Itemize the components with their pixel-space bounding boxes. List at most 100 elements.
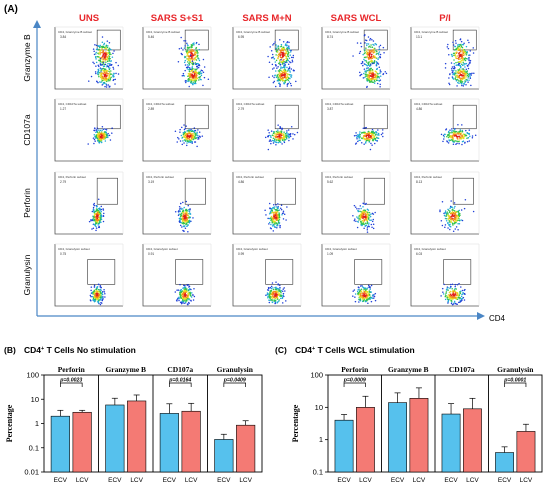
flow-event-dot bbox=[183, 290, 185, 293]
flow-event-dot bbox=[103, 55, 105, 57]
flow-event-dot bbox=[360, 73, 363, 76]
flow-event-dot bbox=[464, 81, 466, 84]
flow-event-dot bbox=[275, 216, 277, 219]
flow-event-dot bbox=[372, 223, 375, 225]
flow-event-dot bbox=[97, 71, 99, 74]
flow-event-dot bbox=[280, 45, 283, 47]
flow-event-dot bbox=[281, 51, 284, 54]
flow-event-dot bbox=[361, 60, 364, 63]
flow-event-dot bbox=[286, 206, 288, 208]
flow-event-dot bbox=[367, 302, 369, 304]
flow-event-dot bbox=[270, 136, 272, 139]
flow-event-dot bbox=[371, 68, 374, 71]
flow-event-dot bbox=[467, 77, 469, 79]
flow-event-dot bbox=[293, 133, 296, 136]
flow-event-dot bbox=[366, 44, 368, 47]
flow-event-dot bbox=[444, 67, 447, 69]
flow-event-dot bbox=[102, 53, 104, 55]
flow-event-dot bbox=[272, 230, 275, 232]
flow-event-dot bbox=[455, 218, 458, 220]
flow-event-dot bbox=[185, 219, 187, 222]
flow-event-dot bbox=[279, 127, 281, 129]
flow-event-dot bbox=[365, 139, 368, 142]
flow-event-dot bbox=[88, 220, 91, 223]
flow-event-dot bbox=[472, 52, 475, 54]
gate-box bbox=[96, 104, 121, 130]
flow-event-dot bbox=[188, 68, 190, 71]
flow-event-dot bbox=[93, 129, 96, 132]
flow-event-dot bbox=[105, 78, 108, 80]
flow-event-dot bbox=[95, 53, 97, 55]
flow-event-dot bbox=[380, 71, 382, 73]
flow-event-dot bbox=[275, 212, 277, 214]
flow-event-dot bbox=[373, 44, 375, 46]
flow-event-dot bbox=[103, 42, 106, 45]
flow-event-dot bbox=[97, 300, 100, 303]
flow-event-dot bbox=[278, 78, 281, 80]
flow-event-dot bbox=[269, 139, 271, 141]
flow-event-dot bbox=[371, 226, 373, 229]
flow-event-dot bbox=[195, 78, 197, 81]
flow-event-dot bbox=[95, 131, 97, 134]
flow-event-dot bbox=[284, 72, 286, 74]
flow-event-dot bbox=[269, 290, 272, 292]
flow-event-dot bbox=[271, 63, 274, 66]
flow-event-dot bbox=[193, 287, 195, 290]
flow-event-dot bbox=[196, 67, 199, 69]
flow-event-dot bbox=[467, 67, 470, 70]
flow-event-dot bbox=[181, 297, 184, 299]
flow-event-dot bbox=[110, 60, 112, 63]
flow-event-dot bbox=[474, 134, 477, 136]
flow-event-dot bbox=[101, 79, 104, 82]
flow-event-dot bbox=[453, 52, 456, 55]
flow-event-dot bbox=[375, 75, 377, 78]
flow-event-dot bbox=[359, 74, 361, 77]
flow-event-dot bbox=[283, 61, 285, 63]
flow-event-dot bbox=[186, 209, 188, 212]
p-value-label: p=0.0001 bbox=[503, 378, 526, 384]
flow-event-dot bbox=[198, 59, 201, 62]
flow-event-dot bbox=[100, 214, 102, 216]
flow-event-dot bbox=[363, 299, 365, 301]
flow-event-dot bbox=[185, 298, 187, 300]
flow-event-dot bbox=[465, 53, 468, 56]
flow-event-dot bbox=[280, 130, 282, 132]
flow-event-dot bbox=[180, 134, 183, 137]
flow-event-dot bbox=[184, 221, 186, 223]
flow-event-dot bbox=[280, 75, 283, 77]
flow-event-dot bbox=[107, 78, 110, 81]
flow-event-dot bbox=[365, 211, 368, 213]
flow-event-dot bbox=[372, 40, 375, 42]
flow-event-dot bbox=[372, 48, 375, 50]
flow-event-dot bbox=[377, 79, 379, 81]
flow-event-dot bbox=[97, 45, 100, 47]
flow-event-dot bbox=[274, 286, 276, 289]
flow-event-dot bbox=[462, 291, 464, 294]
flow-event-dot bbox=[376, 136, 378, 139]
condition-header: SARS WCL bbox=[331, 13, 382, 24]
flow-event-dot bbox=[461, 50, 463, 52]
flow-event-dot bbox=[287, 77, 290, 80]
flow-event-dot bbox=[366, 78, 368, 80]
flow-event-dot bbox=[455, 288, 457, 290]
gate-box bbox=[184, 104, 209, 130]
flow-event-dot bbox=[364, 75, 367, 77]
flow-event-dot bbox=[369, 215, 372, 218]
flow-event-dot bbox=[283, 62, 285, 65]
flow-event-dot bbox=[468, 54, 470, 57]
flow-event-dot bbox=[268, 202, 271, 205]
flow-event-dot bbox=[470, 84, 472, 87]
flow-event-dot bbox=[377, 129, 379, 131]
flow-event-dot bbox=[471, 136, 474, 139]
flow-event-dot bbox=[284, 290, 286, 292]
flow-event-dot bbox=[361, 292, 364, 294]
flow-event-dot bbox=[292, 138, 294, 140]
flow-event-dot bbox=[103, 289, 105, 291]
flow-event-dot bbox=[290, 84, 293, 87]
flow-event-dot bbox=[270, 298, 272, 301]
flow-plot-axes bbox=[142, 27, 211, 90]
flow-event-dot bbox=[366, 49, 368, 51]
flow-event-dot bbox=[455, 74, 457, 76]
